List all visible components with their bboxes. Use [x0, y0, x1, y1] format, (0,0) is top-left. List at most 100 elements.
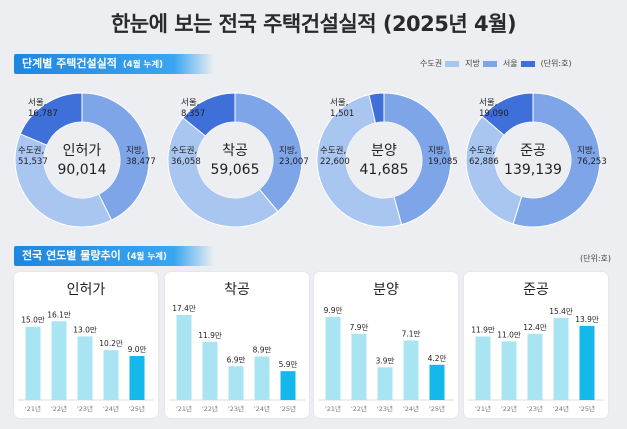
local-label-label: 지방, — [126, 146, 145, 156]
seoul-label: 서울, 8,357 — [181, 98, 205, 120]
donut-name: 착공 — [222, 143, 248, 159]
x-tick-label: '22년 — [501, 404, 517, 413]
seoul-label-label: 서울, — [479, 98, 498, 108]
legend: 수도권 지방 서울 (단위:호) — [420, 58, 578, 69]
bar-value-label: 7.9만 — [350, 323, 369, 332]
donut-total: 139,139 — [504, 162, 562, 178]
bar-value-label: 11.9만 — [198, 331, 222, 340]
bar — [51, 321, 67, 400]
local-label-value: 23,007 — [279, 157, 309, 167]
bar-value-label: 13.0만 — [73, 325, 97, 334]
bar-value-label: 15.0만 — [21, 316, 45, 325]
bar-value-label: 9.9만 — [324, 306, 343, 315]
legend-seoul-label: 서울 — [502, 59, 518, 68]
x-tick-label: '24년 — [403, 404, 419, 413]
legend-capital-swatch — [445, 60, 460, 67]
bar-value-label: 7.1만 — [402, 329, 421, 338]
local-label-value: 19,085 — [428, 157, 458, 167]
seoul-label: 서울, 1,501 — [330, 98, 354, 120]
legend-local-swatch — [482, 60, 497, 67]
x-tick-label: '24년 — [553, 404, 569, 413]
donut-name: 준공 — [520, 143, 546, 159]
bar-value-label: 8.9만 — [253, 345, 272, 354]
x-tick-label: '25년 — [429, 404, 445, 413]
capital-label: 수도권, 22,600 — [320, 146, 350, 168]
legend-seoul-swatch — [520, 60, 535, 67]
local-label: 지방, 23,007 — [279, 146, 309, 168]
bar-chart: 11.9만 '21년 11.0만 '22년 12.4만 '23년 15.4만 '24년 13.9… — [468, 307, 604, 413]
bar — [553, 317, 569, 400]
bar — [403, 340, 419, 400]
bar — [176, 314, 192, 400]
capital-label: 수도권, 36,058 — [171, 146, 201, 168]
capital-label: 수도권, 51,537 — [18, 146, 48, 168]
bar — [351, 333, 367, 400]
donut-hole — [197, 122, 273, 198]
bar — [254, 356, 270, 400]
legend-unit: (단위:호) — [540, 59, 572, 68]
x-tick-label: '25년 — [579, 404, 595, 413]
bar — [25, 326, 41, 400]
capital-label-value: 36,058 — [171, 157, 201, 167]
local-label-value: 76,253 — [577, 157, 607, 167]
bar-panel-3: 분양 9.9만 '21년 7.9만 '22년 3.9만 '23년 7.1만 '24년 4.2만 '2… — [314, 272, 458, 418]
bar — [103, 350, 119, 400]
bar-value-label: 3.9만 — [376, 356, 395, 365]
donut-center: 인허가 90,014 — [37, 140, 127, 178]
bar — [429, 364, 445, 400]
bar-panel-1: 인허가 15.0만 '21년 16.1만 '22년 13.0만 '23년 10.2만 '24년 9… — [14, 272, 158, 418]
capital-label-label: 수도권, — [18, 146, 45, 156]
bar — [579, 325, 595, 400]
bar-value-label: 10.2만 — [99, 339, 123, 348]
seoul-label-label: 서울, — [181, 98, 200, 108]
panel-title: 착공 — [224, 282, 250, 298]
panel-title: 인허가 — [66, 282, 106, 298]
capital-label-value: 22,600 — [320, 157, 350, 167]
bar-panel-2: 착공 17.4만 '21년 11.9만 '22년 6.9만 '23년 8.9만 '24년 5.9만… — [165, 272, 309, 418]
local-label-label: 지방, — [279, 146, 298, 156]
bar — [527, 333, 543, 400]
x-tick-label: '24년 — [254, 404, 270, 413]
seoul-label-label: 서울, — [28, 98, 47, 108]
local-label: 지방, 76,253 — [577, 146, 607, 168]
seoul-label-value: 8,357 — [181, 109, 206, 119]
x-tick-label: '23년 — [77, 404, 93, 413]
x-tick-label: '21년 — [475, 404, 491, 413]
x-tick-label: '23년 — [377, 404, 393, 413]
seoul-label-label: 서울, — [330, 98, 349, 108]
seoul-label-value: 1,501 — [330, 109, 355, 119]
x-tick-label: '22년 — [51, 404, 67, 413]
donut-hole — [495, 122, 571, 198]
capital-label-value: 51,537 — [18, 157, 48, 167]
x-tick-label: '23년 — [228, 404, 244, 413]
local-label-label: 지방, — [428, 146, 447, 156]
bar-value-label: 13.9만 — [575, 315, 599, 324]
legend-local: 지방 — [465, 58, 497, 69]
local-label: 지방, 19,085 — [428, 146, 458, 168]
bar-value-label: 16.1만 — [47, 310, 71, 319]
x-tick-label: '21년 — [325, 404, 341, 413]
capital-label: 수도권, 62,886 — [469, 146, 499, 168]
local-label: 지방, 38,477 — [126, 146, 156, 168]
bar — [129, 356, 145, 400]
local-label-label: 지방, — [577, 146, 596, 156]
x-tick-label: '25년 — [280, 404, 296, 413]
capital-label-label: 수도권, — [320, 146, 347, 156]
seoul-label-value: 16,787 — [28, 109, 58, 119]
x-tick-label: '21년 — [176, 404, 192, 413]
bar — [77, 336, 93, 400]
x-tick-label: '22년 — [202, 404, 218, 413]
bar — [280, 371, 296, 400]
capital-label-label: 수도권, — [171, 146, 198, 156]
bar-chart: 9.9만 '21년 7.9만 '22년 3.9만 '23년 7.1만 '24년 4.2만 '25년 — [318, 306, 454, 413]
donut-center: 분양 41,685 — [339, 140, 429, 178]
donut-center: 착공 59,065 — [190, 140, 280, 178]
legend-local-label: 지방 — [465, 59, 480, 68]
section-trend-sub: (4월 누계) — [126, 252, 167, 262]
donut-center: 준공 139,139 — [488, 140, 578, 178]
bar-value-label: 9.0만 — [128, 345, 147, 354]
seoul-label: 서울, 19,090 — [479, 98, 509, 120]
bar — [377, 367, 393, 400]
bar — [501, 341, 517, 400]
local-label-value: 38,477 — [126, 157, 156, 167]
